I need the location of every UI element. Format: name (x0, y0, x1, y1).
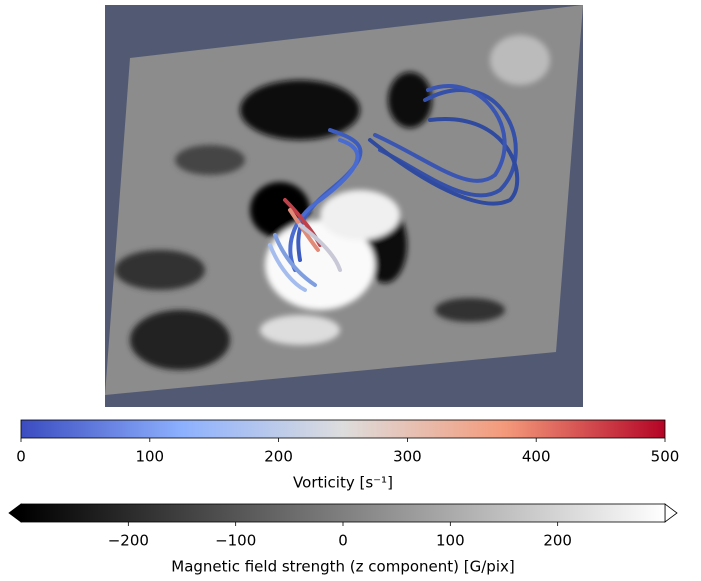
tick-label: 500 (651, 448, 680, 466)
tick-label: 100 (135, 448, 164, 466)
tick-label: 0 (338, 532, 348, 550)
tick-label: 400 (522, 448, 551, 466)
tick-label: 0 (16, 448, 26, 466)
tick-label: −100 (215, 532, 256, 550)
figure: 0 100 200 300 400 500 Vorticity [s⁻¹] −200 −100 0… (0, 0, 701, 577)
colorbars: 0 100 200 300 400 500 Vorticity [s⁻¹] −200 −100 0… (9, 420, 679, 576)
tick-label: 100 (436, 532, 465, 550)
tick-label: −200 (108, 532, 149, 550)
colorbar (21, 504, 665, 522)
tick-label: 300 (393, 448, 422, 466)
colorbar (21, 420, 665, 438)
tick-label: 200 (543, 532, 572, 550)
colorbar-label: Magnetic field strength (z component) [G… (171, 558, 514, 576)
magnetogram-render (105, 5, 583, 407)
extend-low (9, 504, 21, 522)
extend-high (665, 504, 677, 522)
tick-label: 200 (264, 448, 293, 466)
colorbar-label: Vorticity [s⁻¹] (293, 474, 393, 492)
